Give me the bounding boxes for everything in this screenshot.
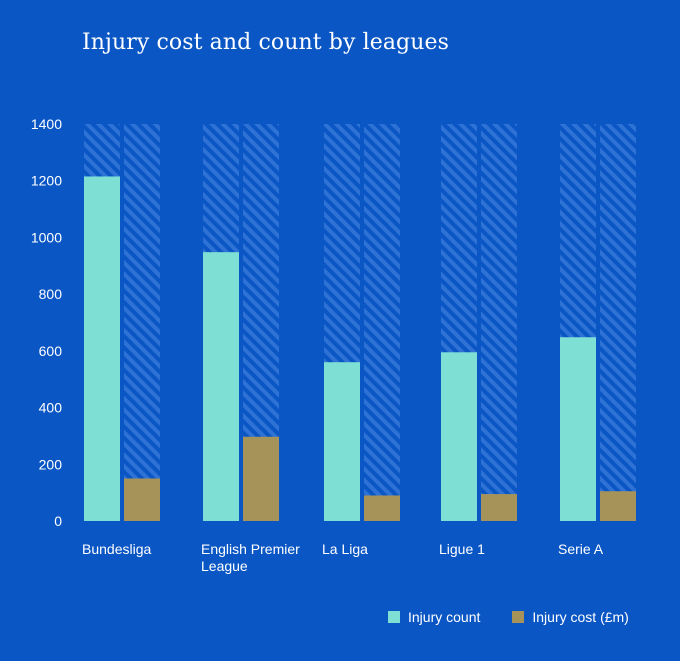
bar-group	[324, 124, 400, 521]
y-tick-label: 400	[39, 400, 63, 416]
x-tick-label: Ligue 1	[439, 541, 485, 557]
y-tick-label: 1200	[31, 173, 62, 189]
legend-label-injury-count: Injury count	[408, 609, 481, 625]
bar-group	[560, 124, 636, 521]
bar-injury-cost	[481, 494, 517, 521]
x-tick-label: Bundesliga	[82, 541, 151, 557]
bar-injury-count	[560, 337, 596, 521]
legend-swatch-injury-cost	[512, 611, 525, 623]
x-tick-label: Serie A	[558, 541, 604, 557]
bar-group	[84, 124, 160, 522]
bar-injury-cost	[364, 495, 400, 521]
x-tick-label: English Premier League	[201, 541, 300, 574]
bar-group	[203, 124, 279, 521]
bar-background	[364, 124, 400, 521]
y-tick-label: 0	[54, 513, 62, 529]
legend-label-injury-cost: Injury cost (£m)	[532, 609, 629, 625]
y-tick-label: 1400	[31, 116, 62, 132]
bar-injury-count	[324, 362, 360, 521]
bar-injury-cost	[124, 478, 160, 521]
x-axis: Bundesliga English Premier League La Liga Li…	[82, 541, 604, 574]
y-tick-label: 200	[39, 456, 63, 472]
legend-swatch-injury-count	[388, 611, 400, 623]
y-tick-label: 1000	[31, 229, 62, 245]
legend-item-injury-cost: Injury cost (£m)	[512, 609, 629, 625]
bar-background	[124, 124, 160, 521]
y-tick-label: 600	[39, 343, 63, 359]
bar-injury-count	[441, 352, 477, 521]
bar-injury-cost	[600, 491, 636, 521]
plot-area	[84, 124, 636, 522]
y-axis: 0 200 400 600 800 1000 1200 1400	[31, 116, 62, 529]
bar-group	[441, 124, 517, 521]
legend: Injury count Injury cost (£m)	[388, 609, 629, 625]
bar-injury-count	[203, 252, 239, 521]
bar-injury-count	[84, 176, 120, 522]
legend-item-injury-count: Injury count	[388, 609, 480, 625]
chart-title: Injury cost and count by leagues	[82, 30, 450, 55]
bar-background	[600, 124, 636, 521]
x-tick-label: La Liga	[322, 541, 368, 557]
y-tick-label: 800	[39, 286, 63, 302]
bar-injury-cost	[243, 436, 279, 521]
bar-background	[481, 124, 517, 521]
bar-chart: 0 200 400 600 800 1000 1200 1400 Bundesliga Engl…	[31, 116, 636, 574]
